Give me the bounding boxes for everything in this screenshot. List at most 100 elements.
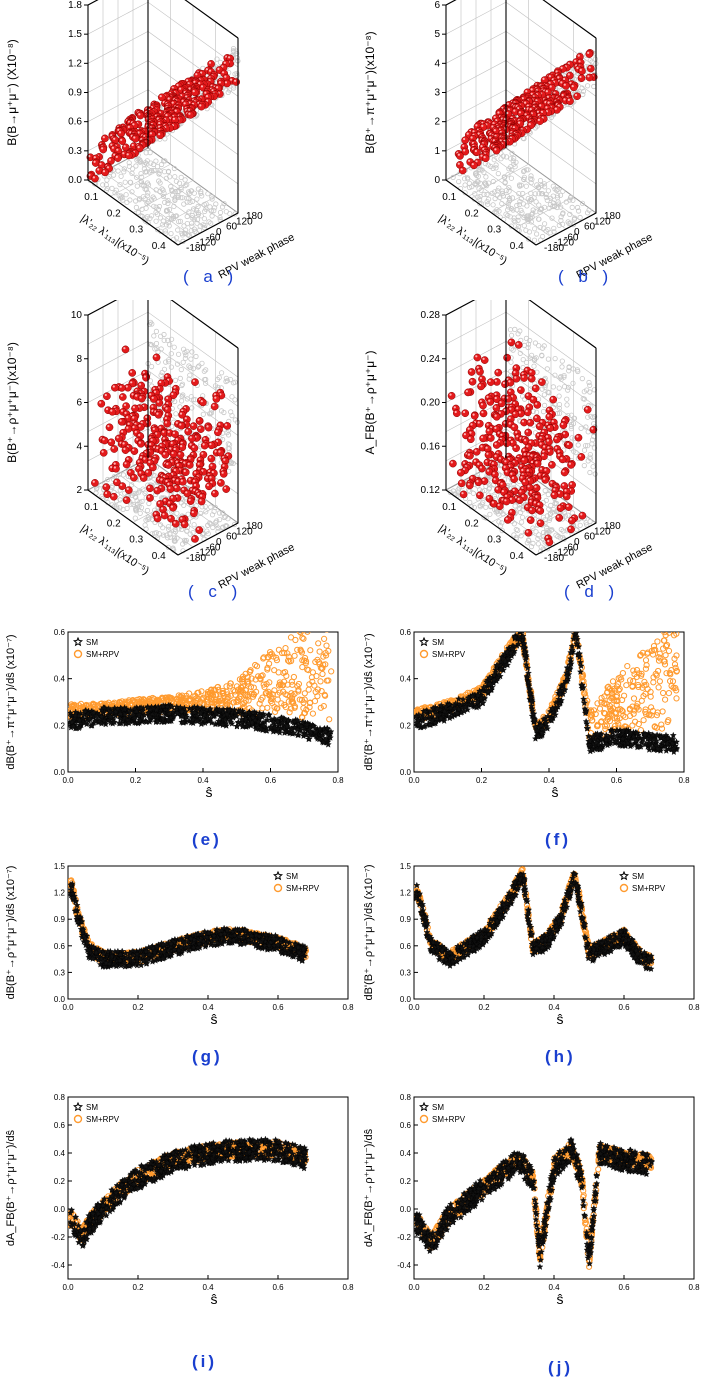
point-highlight: [132, 475, 134, 477]
data-point: [574, 93, 581, 100]
data-point: [100, 146, 107, 153]
data-point: [167, 486, 174, 493]
point-highlight: [547, 415, 549, 417]
point-highlight: [525, 90, 527, 92]
panel-label-b: ( b ): [558, 267, 613, 287]
point-highlight: [560, 457, 562, 459]
y-tick-label: 0.6: [54, 628, 66, 637]
data-point: [521, 374, 528, 381]
point-highlight: [561, 423, 563, 425]
point-highlight: [496, 370, 498, 372]
point-highlight: [551, 397, 553, 399]
point-highlight: [177, 464, 179, 466]
data-point: [567, 526, 574, 533]
point-highlight: [208, 470, 210, 472]
point-highlight: [514, 376, 516, 378]
point-highlight: [477, 366, 479, 368]
data-point: [566, 98, 573, 105]
data-point: [469, 378, 476, 385]
rpv-point: [324, 627, 329, 632]
point-highlight: [188, 113, 190, 115]
point-highlight: [472, 163, 474, 165]
point-highlight: [103, 438, 105, 440]
point-highlight: [537, 434, 539, 436]
point-highlight: [138, 113, 140, 115]
point-highlight: [120, 484, 122, 486]
point-highlight: [492, 462, 494, 464]
point-highlight: [560, 81, 562, 83]
data-point: [102, 169, 109, 176]
point-highlight: [550, 463, 552, 465]
data-point: [515, 341, 522, 348]
point-highlight: [549, 75, 551, 77]
data-point: [125, 152, 132, 159]
point-highlight: [174, 469, 176, 471]
point-highlight: [168, 487, 170, 489]
data-point: [211, 403, 218, 410]
point-highlight: [480, 155, 482, 157]
point-highlight: [451, 461, 453, 463]
data-point: [475, 479, 482, 486]
data-point: [485, 451, 492, 458]
point-highlight: [185, 491, 187, 493]
point-highlight: [151, 465, 153, 467]
point-highlight: [176, 84, 178, 86]
point-highlight: [198, 463, 200, 465]
data-point: [557, 505, 564, 512]
data-point: [517, 387, 524, 394]
point-highlight: [495, 415, 497, 417]
data-point: [486, 428, 493, 435]
point-highlight: [127, 488, 129, 490]
x-axis-label: |λ'₂₂ λ'₁₁₃|(x10⁻⁵): [78, 523, 151, 578]
point-highlight: [193, 480, 195, 482]
point-highlight: [171, 506, 173, 508]
point-highlight: [174, 521, 176, 523]
data-point: [190, 423, 197, 430]
point-highlight: [188, 457, 190, 459]
y-tick-label: -180: [544, 243, 564, 254]
point-highlight: [182, 488, 184, 490]
point-highlight: [216, 430, 218, 432]
data-point: [584, 406, 591, 413]
point-highlight: [466, 390, 468, 392]
point-highlight: [470, 379, 472, 381]
data-point: [493, 441, 500, 448]
point-highlight: [517, 343, 519, 345]
point-highlight: [218, 450, 220, 452]
data-point: [197, 426, 204, 433]
point-highlight: [499, 401, 501, 403]
y-axis-label: dB(B⁺→π⁺μ⁺μ⁻)/dŝ (x10⁻⁷): [5, 634, 17, 769]
z-tick-label: 1: [434, 146, 440, 157]
point-highlight: [199, 499, 201, 501]
point-highlight: [482, 479, 484, 481]
point-highlight: [504, 460, 506, 462]
point-highlight: [121, 395, 123, 397]
point-highlight: [461, 492, 463, 494]
data-point: [188, 435, 195, 442]
point-highlight: [529, 123, 531, 125]
point-highlight: [542, 454, 544, 456]
point-highlight: [562, 94, 564, 96]
point-highlight: [557, 516, 559, 518]
point-highlight: [212, 404, 214, 406]
data-point: [198, 498, 205, 505]
point-highlight: [162, 513, 164, 515]
chart-d-svg: 0.280.240.200.160.120.10.20.30.418012060…: [358, 300, 715, 600]
data-point: [111, 384, 118, 391]
x-tick-label: 0.4: [510, 241, 524, 252]
point-highlight: [537, 503, 539, 505]
point-highlight: [481, 436, 483, 438]
point-highlight: [190, 436, 192, 438]
x-tick-label: 0.2: [107, 208, 121, 219]
data-point: [131, 405, 138, 412]
point-highlight: [119, 131, 121, 133]
point-highlight: [166, 397, 168, 399]
data-point: [108, 439, 115, 446]
point-highlight: [103, 170, 105, 172]
point-highlight: [152, 397, 154, 399]
point-highlight: [219, 481, 221, 483]
point-highlight: [165, 421, 167, 423]
data-point: [458, 480, 465, 487]
data-point: [525, 529, 532, 536]
point-highlight: [121, 430, 123, 432]
